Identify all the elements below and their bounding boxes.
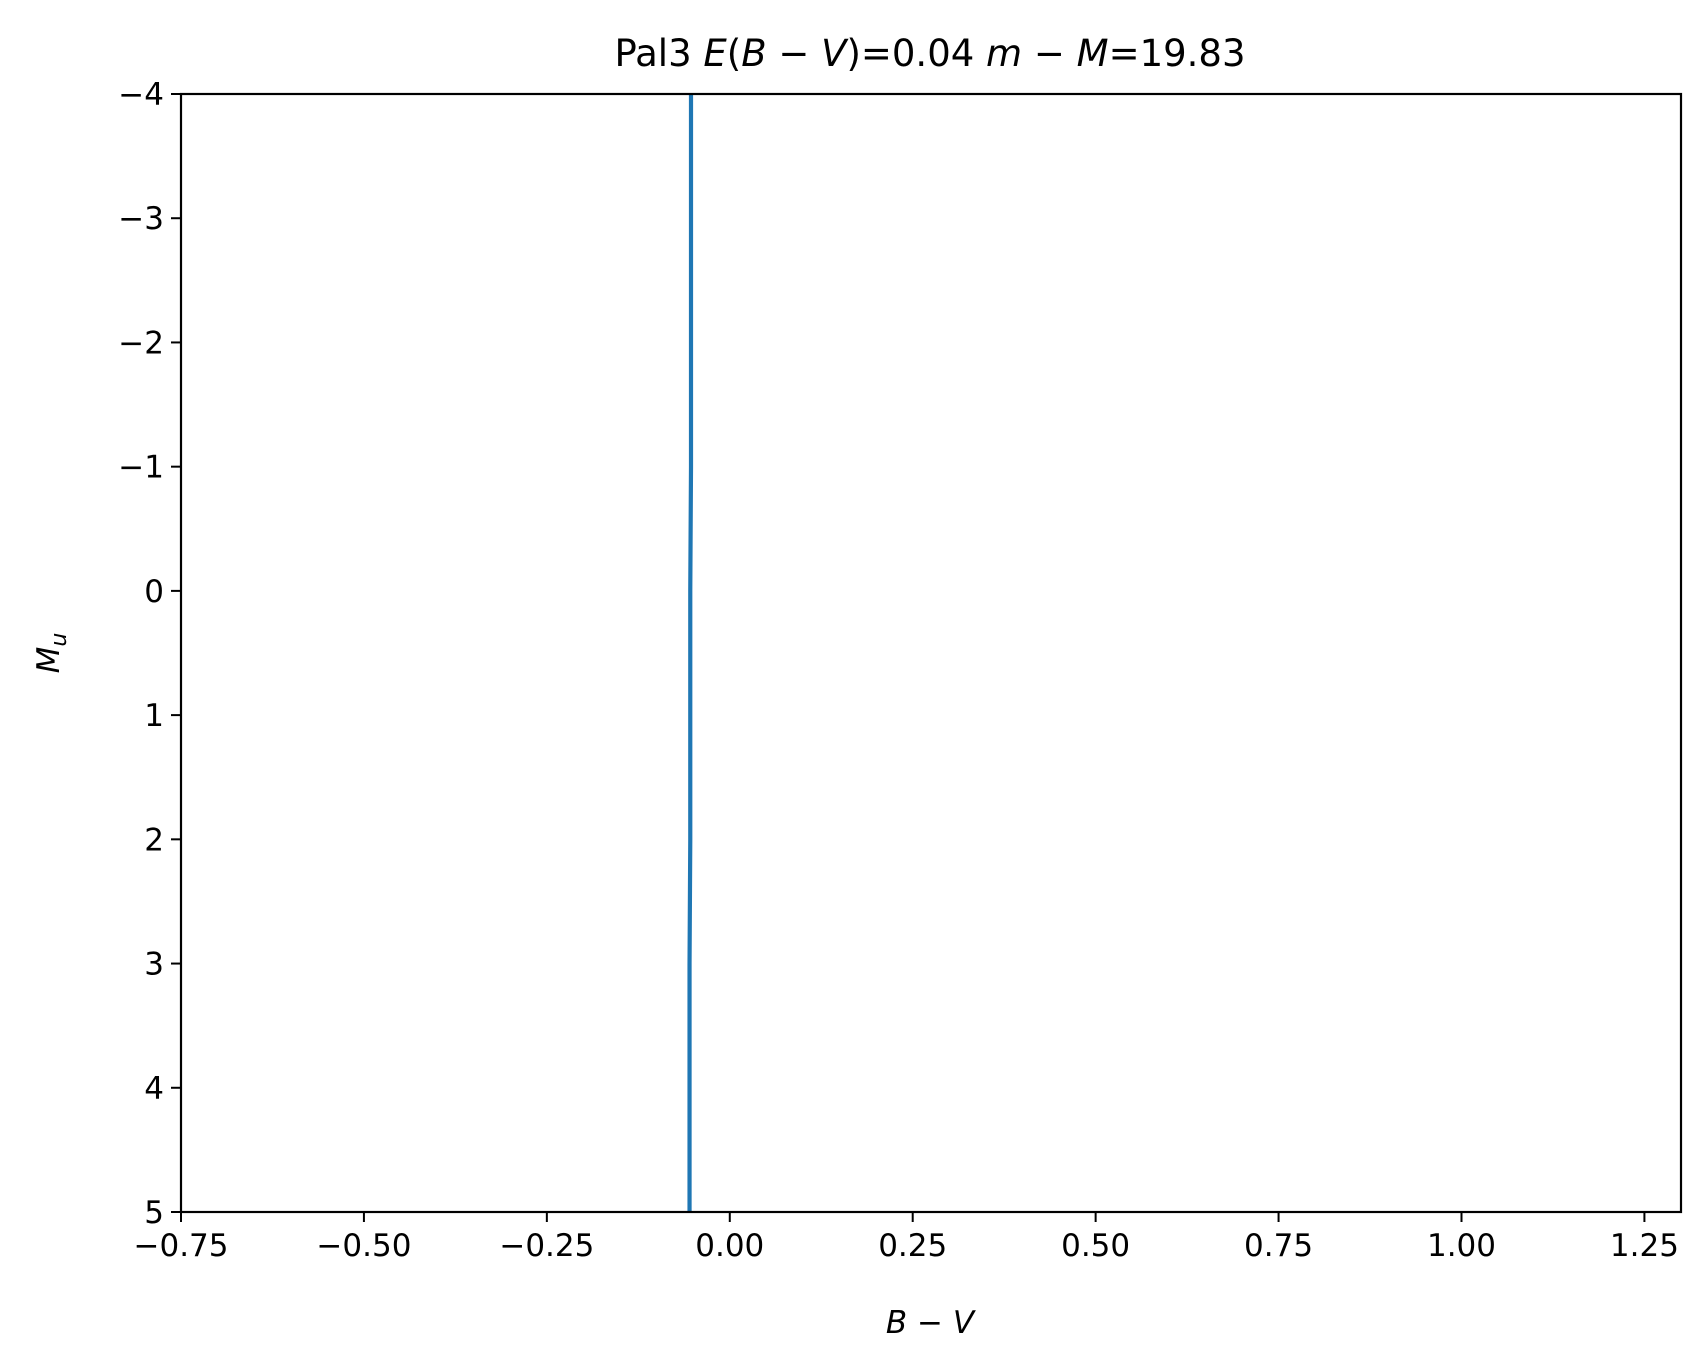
y-axis-label: Mu [31, 633, 72, 674]
chart-title: Pal3 E(B − V)=0.04 m − M=19.83 [614, 32, 1245, 75]
y-tick-label: 1 [144, 698, 164, 734]
y-tick-label: −3 [118, 201, 164, 237]
x-axis-label: B − V [886, 1305, 977, 1341]
x-tick-label: 0.75 [1244, 1228, 1313, 1264]
series-layer [687, 94, 694, 1212]
series-line-0 [687, 94, 694, 1212]
y-tick-label: 2 [144, 822, 164, 858]
y-tick-label: −1 [118, 450, 164, 486]
y-tick-label: 0 [144, 574, 164, 610]
x-tick-label: −0.50 [316, 1228, 411, 1264]
x-tick-label: −0.25 [499, 1228, 594, 1264]
x-tick-label: 1.25 [1610, 1228, 1679, 1264]
y-tick-label: 3 [144, 947, 164, 983]
x-axis-ticks: −0.75 −0.50 −0.25 0.00 0.25 0.50 0.75 1.00 1.25 [134, 1212, 1679, 1264]
x-tick-label: 1.00 [1427, 1228, 1496, 1264]
y-axis-ticks: −4 −3 −2 −1 0 1 2 3 4 5 [118, 77, 181, 1231]
x-tick-label: 0.25 [878, 1228, 947, 1264]
y-tick-label: −4 [118, 77, 164, 113]
y-tick-label: 4 [144, 1071, 164, 1107]
axes-frame [179, 92, 1683, 1214]
y-tick-label: −2 [118, 325, 164, 361]
x-tick-label: −0.75 [134, 1228, 229, 1264]
y-tick-label: 5 [144, 1195, 164, 1231]
x-tick-label: 0.50 [1061, 1228, 1130, 1264]
x-tick-label: 0.00 [695, 1228, 764, 1264]
